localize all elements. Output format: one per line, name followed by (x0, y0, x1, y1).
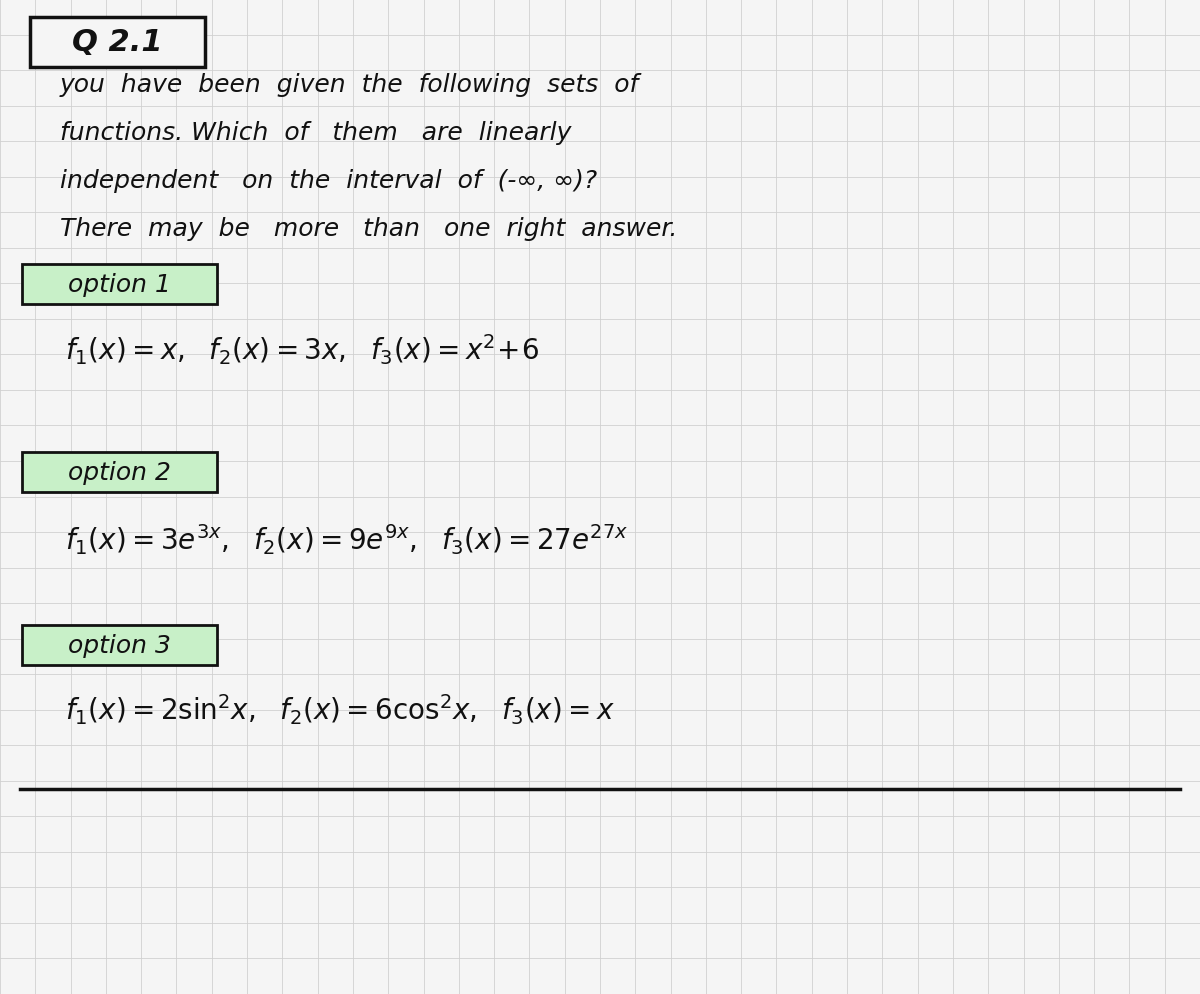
Text: option 3: option 3 (68, 633, 170, 657)
Text: $f_1(x) = 2\sin^2\!x,\ \ f_2(x) = 6\cos^2\!x,\ \ f_3(x) = x$: $f_1(x) = 2\sin^2\!x,\ \ f_2(x) = 6\cos^… (65, 692, 614, 727)
Text: functions. Which  of   them   are  linearly: functions. Which of them are linearly (60, 121, 571, 145)
FancyBboxPatch shape (22, 625, 217, 665)
Text: independent   on  the  interval  of  (-∞, ∞)?: independent on the interval of (-∞, ∞)? (60, 169, 598, 193)
FancyBboxPatch shape (30, 18, 205, 68)
FancyBboxPatch shape (22, 264, 217, 305)
Text: Q 2.1: Q 2.1 (72, 29, 163, 58)
Text: option 1: option 1 (68, 272, 170, 296)
Text: $f_1(x) = x,\ \ f_2(x) = 3x,\ \ f_3(x) = x^2\!+\!6$: $f_1(x) = x,\ \ f_2(x) = 3x,\ \ f_3(x) =… (65, 332, 539, 367)
FancyBboxPatch shape (22, 452, 217, 492)
Text: There  may  be   more   than   one  right  answer.: There may be more than one right answer. (60, 217, 677, 241)
Text: you  have  been  given  the  following  sets  of: you have been given the following sets o… (60, 73, 640, 96)
Text: $f_1(x) = 3e^{3x},\ \ f_2(x) = 9e^{9x},\ \ f_3(x) = 27e^{27x}$: $f_1(x) = 3e^{3x},\ \ f_2(x) = 9e^{9x},\… (65, 522, 628, 557)
Text: option 2: option 2 (68, 460, 170, 484)
